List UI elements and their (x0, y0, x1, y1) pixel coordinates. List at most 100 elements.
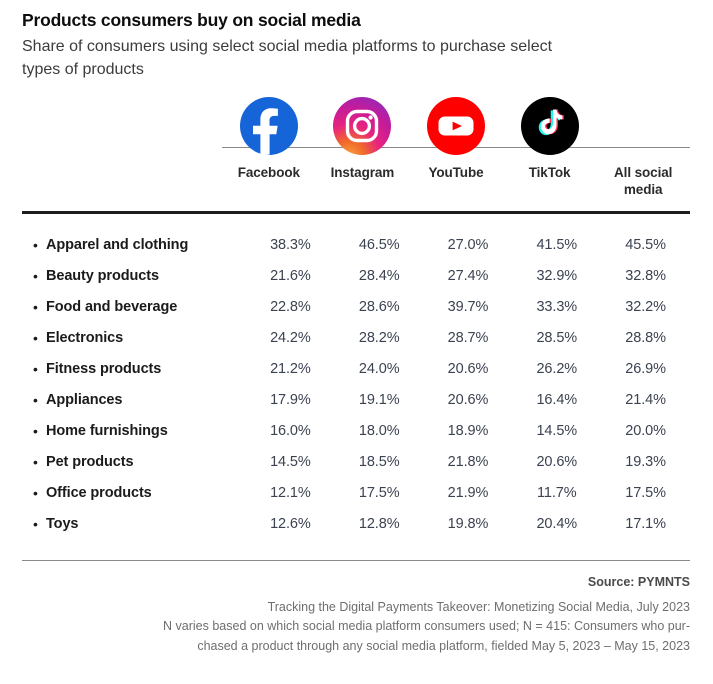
column-header-youtube: YouTube (409, 95, 503, 197)
row-bullet: • (33, 299, 38, 315)
column-header-row: Facebook (222, 95, 690, 197)
cell-tiktok: 33.3% (536, 299, 578, 315)
cell-youtube: 20.6% (447, 361, 489, 377)
cell-facebook: 12.1% (270, 485, 311, 501)
row-label: Apparel and clothing (46, 237, 189, 253)
table-row: • Home furnishings 16.0% 18.0% 18.9% 14.… (22, 416, 690, 447)
data-table-wrapper: • Apparel and clothing 38.3% 46.5% 27.0%… (22, 211, 690, 561)
cell-facebook: 24.2% (270, 330, 311, 346)
row-bullet: • (33, 485, 38, 501)
chart-footer: Source: PYMNTS Tracking the Digital Paym… (22, 575, 690, 657)
row-bullet: • (33, 423, 38, 439)
cell-tiktok: 20.6% (536, 454, 578, 470)
row-label: Food and beverage (46, 299, 178, 315)
column-header-instagram: Instagram (316, 95, 410, 197)
cell-all-social-media: 28.8% (625, 330, 666, 346)
cell-facebook: 16.0% (270, 423, 311, 439)
cell-all-social-media: 17.5% (625, 485, 666, 501)
cell-youtube: 21.8% (447, 454, 489, 470)
cell-tiktok: 26.2% (536, 361, 578, 377)
column-label-facebook: Facebook (237, 165, 300, 181)
row-bullet: • (33, 454, 38, 470)
table-row: • Appliances 17.9% 19.1% 20.6% 16.4% 21.… (22, 385, 690, 416)
youtube-logo-icon (426, 95, 485, 157)
row-label: Pet products (46, 454, 134, 470)
column-header-tiktok: TikTok (503, 95, 597, 197)
row-label: Toys (46, 516, 79, 532)
page-title: Products consumers buy on social media (22, 10, 361, 30)
table-spacer-bottom (22, 540, 690, 560)
chart-header: Products consumers buy on social media S… (0, 0, 713, 81)
row-bullet: • (33, 392, 38, 408)
cell-instagram: 46.5% (358, 237, 400, 253)
column-label-youtube: YouTube (428, 165, 484, 181)
cell-tiktok: 20.4% (536, 516, 578, 532)
table-row: • Fitness products 21.2% 24.0% 20.6% 26.… (22, 354, 690, 385)
column-header-facebook: Facebook (222, 95, 316, 197)
column-label-all-social-media: All social media (614, 165, 673, 197)
cell-all-social-media: 20.0% (625, 423, 666, 439)
table-spacer-top (22, 214, 690, 230)
table-bottom-rule (22, 559, 690, 561)
cell-facebook: 14.5% (270, 454, 311, 470)
cell-all-social-media: 32.2% (625, 299, 666, 315)
column-label-tiktok: TikTok (528, 165, 571, 181)
table-row: • Food and beverage 22.8% 28.6% 39.7% 33… (22, 292, 690, 323)
table-top-rule (22, 211, 690, 214)
row-label: Appliances (46, 392, 123, 408)
cell-instagram: 28.2% (358, 330, 400, 346)
cell-tiktok: 16.4% (536, 392, 578, 408)
cell-youtube: 39.7% (447, 299, 489, 315)
cell-instagram: 19.1% (358, 392, 400, 408)
row-bullet: • (33, 237, 38, 253)
row-label: Home furnishings (46, 423, 168, 439)
row-label: Beauty products (46, 268, 159, 284)
cell-instagram: 18.5% (358, 454, 400, 470)
row-bullet: • (33, 516, 38, 532)
data-table: • Apparel and clothing 38.3% 46.5% 27.0%… (22, 214, 690, 560)
cell-all-social-media: 21.4% (625, 392, 666, 408)
cell-youtube: 27.0% (447, 237, 489, 253)
footnote-line-2: N varies based on which social media pla… (163, 619, 690, 634)
cell-all-social-media: 17.1% (625, 516, 666, 532)
facebook-logo-icon (239, 95, 298, 157)
row-label: Fitness products (46, 361, 162, 377)
cell-instagram: 28.4% (358, 268, 400, 284)
table-row: • Office products 12.1% 17.5% 21.9% 11.7… (22, 478, 690, 509)
cell-all-social-media: 32.8% (625, 268, 666, 284)
cell-youtube: 18.9% (447, 423, 489, 439)
cell-instagram: 17.5% (358, 485, 400, 501)
footnote-line-3: chased a product through any social medi… (197, 639, 690, 653)
cell-all-social-media: 45.5% (625, 237, 666, 253)
cell-instagram: 18.0% (358, 423, 400, 439)
cell-tiktok: 14.5% (536, 423, 578, 439)
cell-instagram: 12.8% (358, 516, 400, 532)
cell-tiktok: 28.5% (536, 330, 578, 346)
cell-youtube: 28.7% (447, 330, 489, 346)
cell-instagram: 24.0% (358, 361, 400, 377)
row-bullet: • (33, 361, 38, 377)
cell-tiktok: 32.9% (536, 268, 578, 284)
cell-facebook: 21.6% (270, 268, 311, 284)
cell-facebook: 21.2% (270, 361, 311, 377)
cell-instagram: 28.6% (358, 299, 400, 315)
column-header-area: Facebook (0, 95, 713, 211)
instagram-logo-icon (333, 95, 392, 157)
cell-tiktok: 11.7% (537, 485, 577, 501)
table-row: • Pet products 14.5% 18.5% 21.8% 20.6% 1… (22, 447, 690, 478)
cell-all-social-media: 19.3% (625, 454, 666, 470)
column-label-instagram: Instagram (330, 165, 395, 181)
cell-facebook: 38.3% (270, 237, 311, 253)
table-row: • Apparel and clothing 38.3% 46.5% 27.0%… (22, 230, 690, 261)
cell-youtube: 19.8% (447, 516, 489, 532)
cell-facebook: 17.9% (270, 392, 311, 408)
cell-tiktok: 41.5% (536, 237, 578, 253)
row-label: Office products (46, 485, 152, 501)
cell-youtube: 21.9% (447, 485, 489, 501)
chart-subtitle: Share of consumers using select social m… (22, 37, 553, 78)
row-bullet: • (33, 268, 38, 284)
column-header-all-social-media: All social media (596, 95, 690, 197)
row-label: Electronics (46, 330, 124, 346)
cell-facebook: 22.8% (270, 299, 311, 315)
cell-youtube: 20.6% (447, 392, 489, 408)
